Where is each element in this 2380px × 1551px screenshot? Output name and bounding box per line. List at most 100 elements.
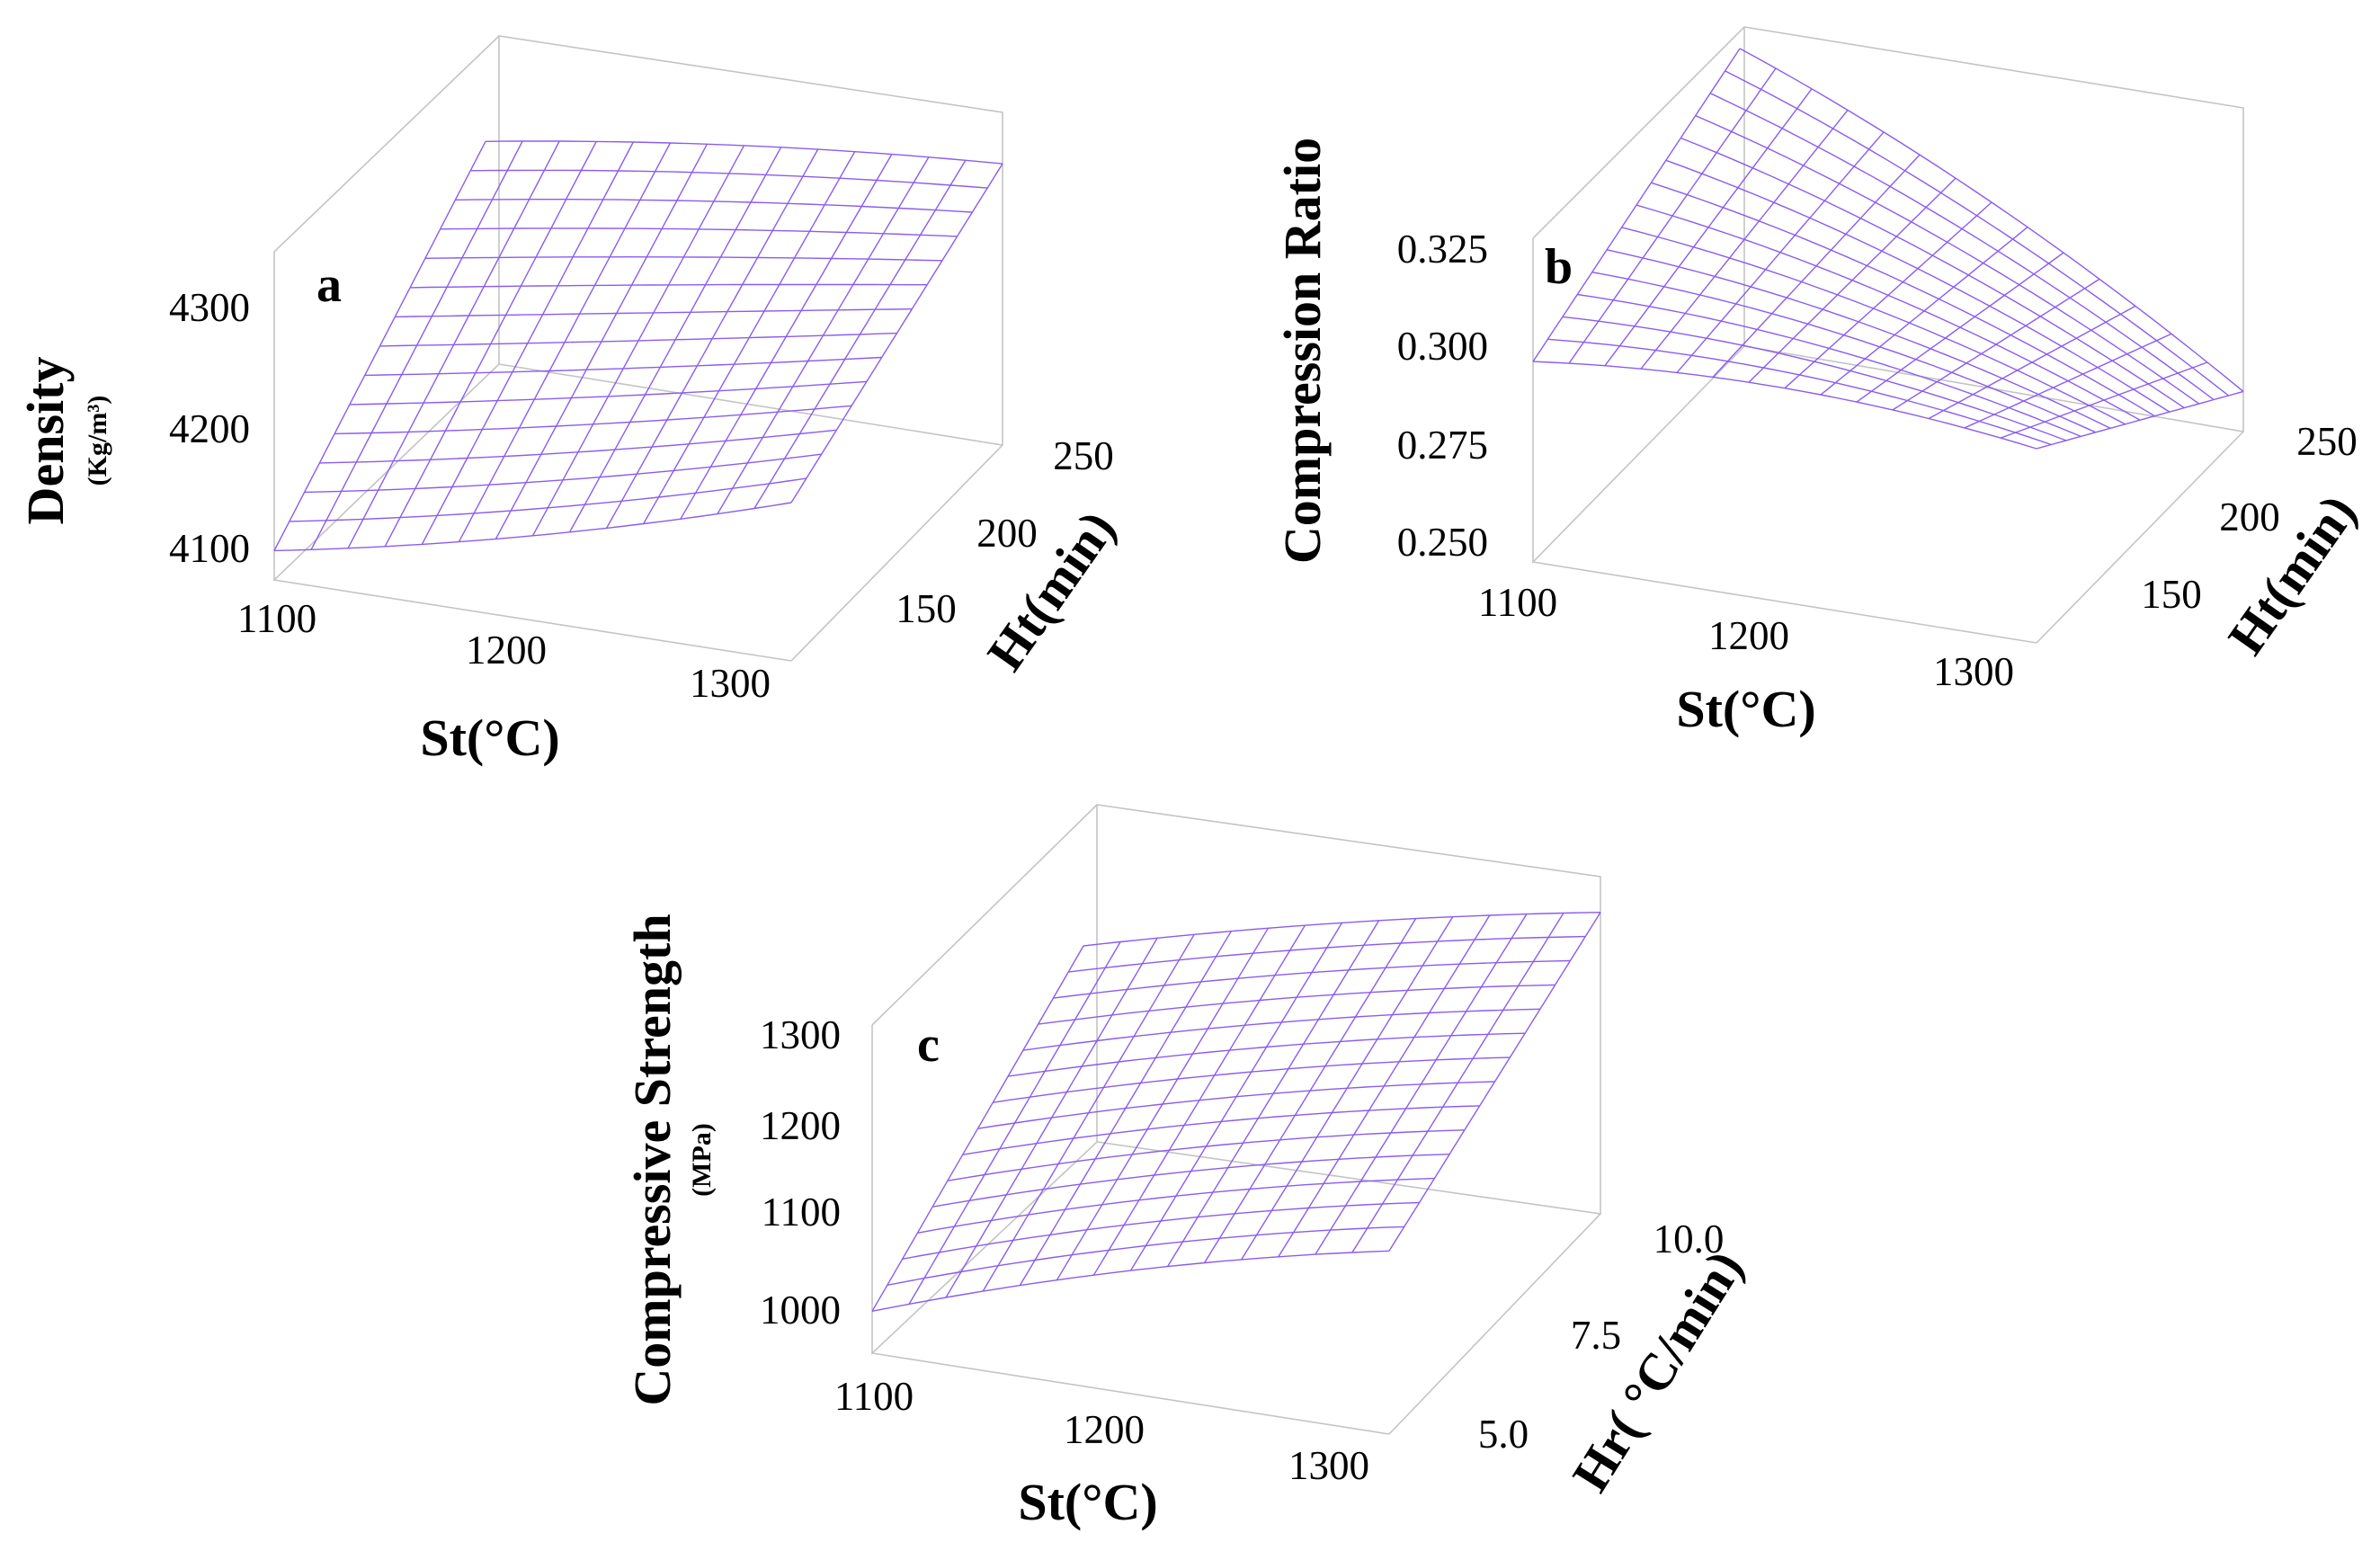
panel-c-y-tick: 10.0 — [1654, 1217, 1725, 1261]
panel-c-mesh-line-y — [1167, 920, 1380, 1267]
panel-b-mesh-line-y — [2036, 390, 2244, 450]
panel-a-mesh-line-y — [717, 156, 930, 514]
panel-c-back-wall — [871, 804, 1601, 1355]
panel-a-mesh-line-y — [495, 143, 709, 539]
panel-a-box — [273, 35, 1003, 662]
panel-b-mesh-line-x — [1532, 361, 2037, 450]
panel-a-x-axis-title: St(°C) — [420, 709, 559, 767]
panel-a-mesh-line-y — [458, 142, 672, 542]
panel-c-z-axis-title: Compressive Strength — [623, 914, 682, 1405]
panel-c-z-tick: 1000 — [760, 1288, 841, 1333]
panel-c-mesh-line-y — [1388, 912, 1601, 1252]
panel-a-mesh-line-y — [605, 148, 819, 529]
panel-c-mesh-line-y — [1241, 916, 1454, 1261]
panel-c-z-tick: 1300 — [760, 1012, 841, 1057]
panel-c-x-tick: 1100 — [834, 1374, 914, 1419]
panel-c-mesh-line-y — [1019, 931, 1232, 1286]
panel-c-mesh-line-y — [1351, 913, 1564, 1253]
panel-c-x-tick: 1200 — [1064, 1407, 1145, 1452]
panel-b-mesh-line-x — [1725, 70, 2230, 397]
panel-c-z-axis-unit: (MPa) — [687, 1123, 717, 1197]
panel-c-mesh-line-y — [908, 941, 1121, 1305]
panel-b: b 0.250 0.275 0.300 0.325 1100 1200 1300… — [1273, 26, 2367, 738]
panel-a: a 4100 4200 4300 1100 1200 1300 150 200 … — [16, 35, 1127, 767]
panel-c-mesh-line-y — [1092, 924, 1306, 1276]
panel-b-y-tick: 150 — [2141, 572, 2202, 617]
panel-a-y-tick: 250 — [1053, 433, 1114, 478]
panel-b-y-tick: 200 — [2219, 495, 2280, 539]
panel-b-mesh-line-y — [1640, 110, 1849, 370]
panel-a-mesh-line-y — [421, 141, 634, 545]
panel-c-mesh-line-x — [1022, 1008, 1540, 1051]
panel-b-mesh-line-x — [1665, 159, 2171, 413]
panel-b-mesh-line-y — [1676, 131, 1885, 373]
panel-b-y-tick: 250 — [2296, 419, 2358, 464]
panel-a-x-tick: 1200 — [466, 628, 547, 673]
panel-c-label: c — [917, 1017, 940, 1073]
panel-a-mesh-line-x — [334, 405, 852, 435]
panel-c-mesh-line-y — [982, 933, 1195, 1292]
panel-a-mesh-line-y — [753, 159, 967, 509]
panel-c-x-tick: 1300 — [1288, 1443, 1369, 1488]
panel-a-mesh-line-y — [790, 163, 1003, 504]
panel-b-z-axis-title: Compression Ratio — [1273, 138, 1332, 564]
panel-a-mesh-line-x — [319, 429, 837, 464]
panel-b-mesh-line-y — [1784, 201, 1992, 389]
panel-a-back-wall — [273, 35, 1003, 582]
panel-b-surface-mesh — [1532, 48, 2244, 450]
panel-a-floor-right — [790, 444, 1003, 662]
panel-b-x-tick: 1200 — [1708, 613, 1789, 658]
panel-b-mesh-line-y — [1604, 88, 1813, 367]
panel-c-mesh-line-y — [1204, 918, 1417, 1263]
panel-b-mesh-line-y — [1532, 48, 1741, 362]
panel-b-mesh-line-y — [2000, 361, 2208, 439]
panel-c-surface-mesh — [871, 912, 1601, 1312]
panel-b-mesh-line-y — [1964, 333, 2172, 429]
panel-c-mesh-line-x — [1053, 959, 1571, 999]
panel-a-z-axis-title: Density — [16, 357, 75, 525]
panel-a-z-tick: 4100 — [169, 526, 250, 571]
panel-b-mesh-line-y — [1856, 252, 2064, 403]
panel-a-mesh-line-x — [289, 477, 807, 522]
panel-c-mesh-line-y — [1129, 923, 1343, 1271]
panel-b-mesh-line-y — [1928, 305, 2136, 420]
panel-c-mesh-line-x — [977, 1081, 1495, 1129]
panel-b-mesh-line-y — [1568, 67, 1777, 364]
panel-b-floor-front — [1532, 561, 2037, 644]
panel-c-mesh-line-y — [871, 945, 1084, 1312]
panel-a-mesh-line-x — [273, 502, 792, 552]
panel-a-mesh-line-y — [680, 154, 893, 520]
panel-a-x-tick: 1100 — [237, 596, 316, 641]
panel-c-mesh-line-x — [1068, 935, 1586, 973]
panel-b-floor-right — [2036, 431, 2244, 644]
panel-c-mesh-line-x — [947, 1129, 1465, 1181]
panel-a-surface-mesh — [273, 140, 1003, 552]
panel-a-y-tick: 150 — [896, 586, 957, 631]
panel-c-x-axis-title: St(°C) — [1018, 1473, 1157, 1531]
panel-c-mesh-line-x — [1008, 1032, 1526, 1077]
panel-a-y-tick: 200 — [976, 511, 1038, 556]
panel-b-mesh-line-y — [1712, 154, 1921, 378]
panel-c-mesh-line-y — [945, 937, 1158, 1298]
panel-b-z-tick: 0.325 — [1397, 227, 1488, 272]
panel-c-box — [871, 804, 1601, 1435]
panel-c-z-tick: 1100 — [762, 1190, 841, 1235]
panel-b-z-tick: 0.300 — [1397, 324, 1488, 369]
panel-c-y-tick: 5.0 — [1478, 1412, 1529, 1457]
panel-a-label: a — [316, 257, 342, 313]
panel-a-mesh-line-y — [531, 145, 745, 537]
panel-b-mesh-line-y — [1820, 227, 2028, 396]
panel-c-floor-right — [1388, 1213, 1601, 1435]
panel-c: c 1000 1100 1200 1300 1100 1200 1300 5.0… — [623, 804, 1754, 1531]
panel-b-mesh-line-x — [1680, 137, 2185, 409]
panel-a-mesh-line-y — [273, 140, 486, 551]
panel-b-mesh-line-x — [1606, 249, 2111, 429]
panel-b-mesh-line-y — [1748, 177, 1957, 383]
panel-b-x-tick: 1300 — [1933, 649, 2014, 694]
panel-b-z-tick: 0.250 — [1397, 520, 1488, 565]
panel-b-mesh-line-y — [1892, 278, 2100, 411]
panel-a-mesh-line-y — [347, 140, 560, 549]
panel-c-y-axis-title: Hr( °C/min) — [1561, 1240, 1754, 1501]
panel-a-mesh-line-y — [568, 147, 782, 533]
